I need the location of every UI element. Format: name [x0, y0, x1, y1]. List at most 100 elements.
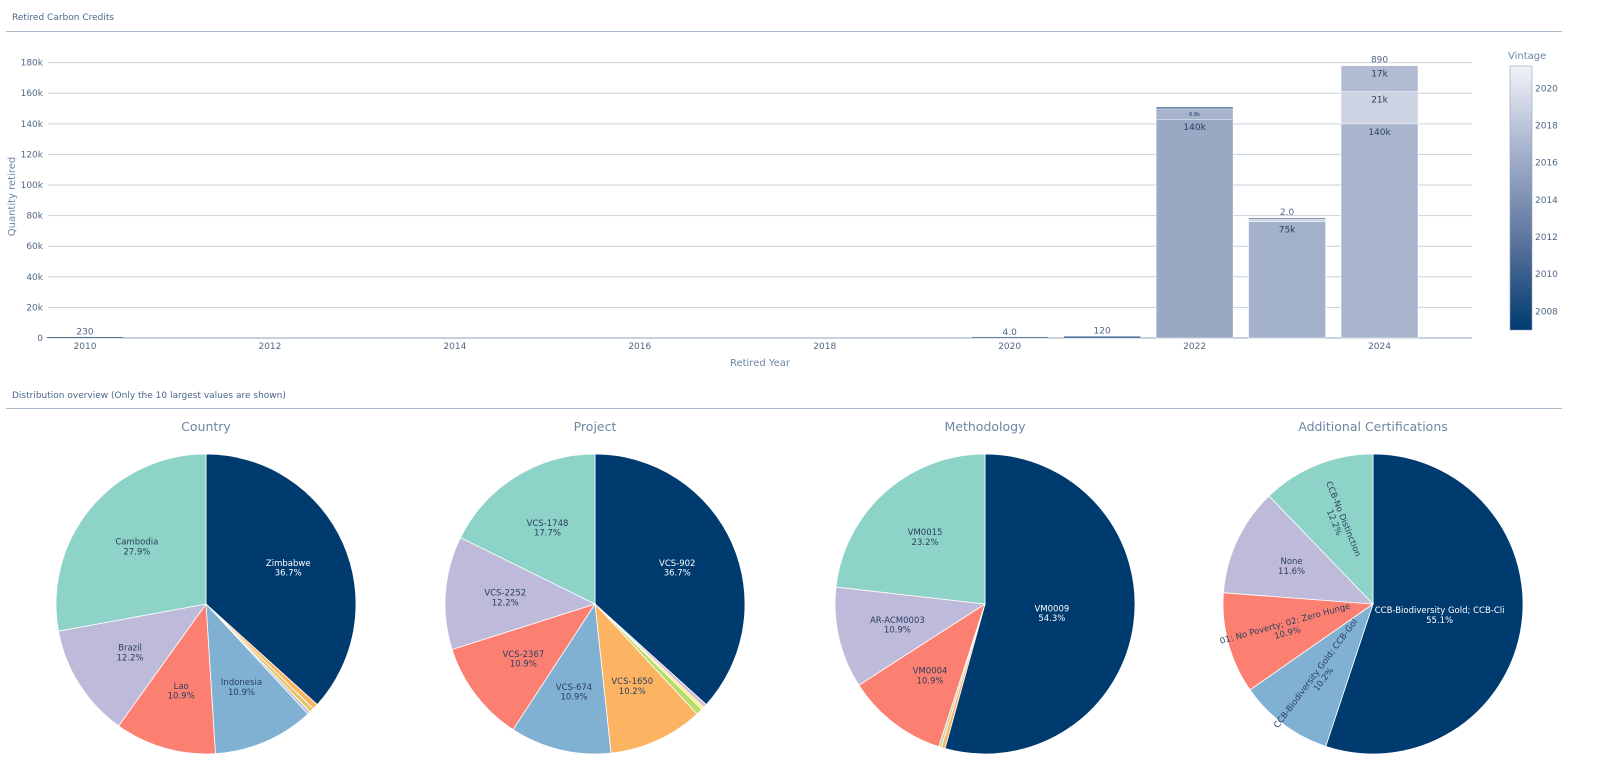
- colorbar: [1509, 65, 1533, 331]
- pie-slice: [1268, 453, 1374, 605]
- pie-slice-label: VCS-902 36.7%: [659, 559, 695, 579]
- y-tick-label: 20k: [26, 303, 43, 313]
- slice-name: None: [1280, 557, 1302, 567]
- pie-slice: [55, 453, 207, 632]
- x-tick-label: 2018: [813, 342, 836, 352]
- x-tick-label: 2020: [998, 342, 1021, 352]
- y-tick-label: 0: [37, 334, 43, 344]
- pie-slice: [834, 586, 987, 686]
- pie-slice: [1223, 495, 1375, 605]
- pie-slice: [858, 603, 986, 748]
- pie-slice: [594, 602, 698, 754]
- slice-percent: 10.9%: [560, 693, 587, 703]
- bar-segment: [1155, 106, 1234, 110]
- pie-title: Methodology: [945, 419, 1027, 434]
- x-axis-title: Retired Year: [730, 358, 791, 369]
- section-divider: [6, 408, 1562, 409]
- y-tick-label: 80k: [26, 212, 43, 222]
- pie-slice: [835, 453, 986, 605]
- slice-percent: 11.6%: [1278, 567, 1305, 577]
- slice-percent: 36.7%: [275, 569, 302, 579]
- y-tick-label: 160k: [21, 89, 44, 99]
- slice-percent: 27.9%: [123, 547, 150, 557]
- slice-name: VCS-674: [556, 683, 592, 693]
- section-title-distribution: Distribution overview (Only the 10 large…: [12, 391, 286, 401]
- slice-name: Indonesia: [221, 678, 262, 688]
- pie-slice-label: None 11.6%: [1278, 557, 1305, 577]
- slice-name: Brazil: [118, 644, 142, 654]
- slice-name: VCS-2367: [502, 650, 544, 660]
- pie-slice: [944, 453, 1136, 755]
- pie-slice: [1222, 592, 1375, 691]
- bar-segment-label: 140k: [1183, 123, 1206, 133]
- bar-total-label: 890: [1371, 56, 1388, 66]
- pie-slice-label: VCS-2252 12.2%: [484, 589, 526, 609]
- slice-percent: 17.7%: [534, 529, 561, 539]
- colorbar-tick: 2014: [1535, 196, 1558, 206]
- bar-total-label: 230: [76, 328, 93, 338]
- pie-slice: [451, 603, 596, 731]
- colorbar-tick: 2010: [1535, 270, 1558, 280]
- bar-segment: [1248, 217, 1326, 220]
- pie-slice-label: VM0004 10.9%: [913, 667, 948, 687]
- bar-segment: [1340, 123, 1419, 339]
- pie-title: Country: [181, 419, 231, 434]
- slice-percent: 12.2%: [492, 598, 519, 608]
- bar-total-label: 2.0: [1280, 208, 1295, 218]
- bar-segment: [1063, 336, 1141, 339]
- pie-slice: [444, 537, 597, 650]
- pie-slice: [1325, 453, 1524, 755]
- y-tick-label: 180k: [21, 59, 44, 69]
- pie-slice-label: Lao 10.9%: [168, 682, 195, 702]
- slice-name: VCS-1748: [527, 519, 569, 529]
- pie-slice-label: Brazil 12.2%: [117, 644, 144, 664]
- pie-slice: [594, 453, 746, 706]
- colorbar-title: Vintage: [1508, 51, 1546, 62]
- pie-slice: [512, 602, 612, 755]
- bar-total-label: 120: [1094, 326, 1111, 336]
- bar-segment: [1340, 91, 1419, 125]
- pie-slice-label: VCS-2367 10.9%: [502, 650, 544, 670]
- y-tick-label: 100k: [21, 181, 44, 191]
- colorbar-tick: 2008: [1535, 307, 1558, 317]
- pie-slice: [459, 453, 596, 605]
- slice-name: VM0009: [1034, 604, 1069, 614]
- slice-percent: 10.2%: [619, 687, 646, 697]
- bar-segment: [1155, 118, 1234, 339]
- slice-name: VM0004: [913, 667, 948, 677]
- slice-name: VCS-2252: [484, 589, 526, 599]
- slice-name: Zimbabwe: [266, 559, 311, 569]
- slice-name: Cambodia: [115, 538, 158, 548]
- bar-segment-label: 140k: [1368, 128, 1391, 138]
- bar-segment-label: 75k: [1279, 226, 1296, 236]
- bar-segment: [46, 336, 124, 339]
- x-tick-label: 2016: [628, 342, 651, 352]
- colorbar-tick: 2020: [1535, 84, 1558, 94]
- slice-percent: 10.9%: [168, 692, 195, 702]
- pie-slice: [118, 602, 216, 755]
- bar-segment: [1248, 221, 1326, 339]
- pie-slice-label: VCS-1748 17.7%: [527, 519, 569, 539]
- pie-slice: [1249, 602, 1374, 747]
- x-tick-label: 2010: [74, 342, 97, 352]
- pie-slice-label: Zimbabwe 36.7%: [266, 559, 311, 579]
- slice-name: AR-ACM0003: [870, 616, 925, 626]
- bar-segment: [1340, 65, 1419, 92]
- bar-segment: [1248, 219, 1326, 222]
- x-tick-label: 2024: [1368, 342, 1391, 352]
- y-tick-label: 40k: [26, 273, 43, 283]
- bar-segment: [970, 336, 1049, 339]
- slice-percent: 54.3%: [1038, 614, 1065, 624]
- slice-percent: 10.9%: [884, 626, 911, 636]
- x-tick-label: 2022: [1183, 342, 1206, 352]
- y-tick-label: 140k: [21, 120, 44, 130]
- bar-segment-label: 21k: [1371, 96, 1388, 106]
- y-tick-label: 60k: [26, 242, 43, 252]
- section-divider: [6, 31, 1562, 32]
- slice-name: VM0015: [908, 528, 943, 538]
- colorbar-tick: 2016: [1535, 159, 1558, 169]
- pie-slice-label: Indonesia 10.9%: [221, 678, 262, 698]
- x-tick-label: 2014: [443, 342, 466, 352]
- retired-bar-chart: 0 20k 40k 60k 80k 100k 120k 140k 160k 180k 2010 201…: [7, 51, 1558, 369]
